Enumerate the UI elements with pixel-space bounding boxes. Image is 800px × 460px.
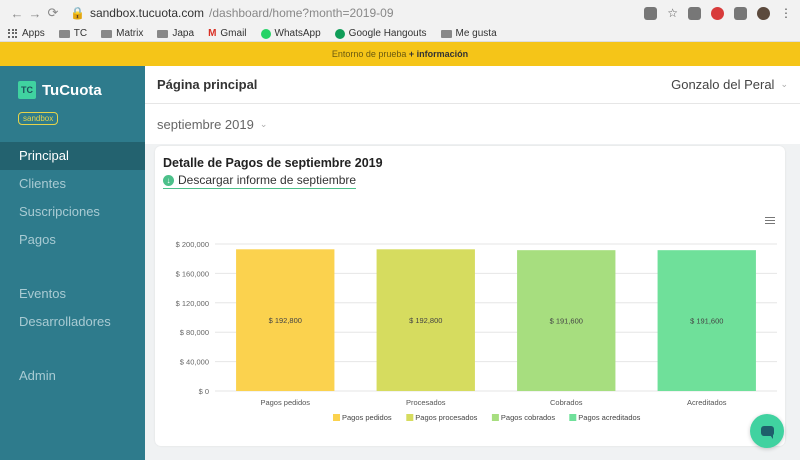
chat-icon bbox=[760, 426, 774, 439]
main-content: Página principal Gonzalo del Peral ⌄ sep… bbox=[145, 66, 800, 460]
y-tick-label: $ 80,000 bbox=[180, 328, 209, 337]
bookmark-whatsapp[interactable]: WhatsApp bbox=[260, 28, 321, 39]
sidebar-item-pagos[interactable]: Pagos bbox=[19, 232, 56, 247]
bar-3 bbox=[517, 250, 616, 391]
sidebar-item-clientes[interactable]: Clientes bbox=[19, 176, 66, 191]
bookmark-me-gusta[interactable]: Me gusta bbox=[440, 28, 497, 39]
reload-icon[interactable]: ⟳ bbox=[47, 5, 59, 20]
whatsapp-icon bbox=[260, 28, 271, 39]
sidebar-item-admin[interactable]: Admin bbox=[19, 368, 56, 383]
bookmark-apps[interactable]: Apps bbox=[8, 28, 45, 39]
browser-url-bar: ← → ⟳ 🔒 sandbox.tucuota.com/dashboard/ho… bbox=[0, 0, 800, 26]
extension-icon[interactable] bbox=[644, 6, 658, 20]
user-name: Gonzalo del Peral bbox=[671, 77, 775, 92]
download-label: Descargar informe de septiembre bbox=[178, 173, 357, 187]
legend-label: Pagos acreditados bbox=[578, 413, 640, 422]
chart-menu-icon[interactable] bbox=[765, 217, 775, 226]
bookmark-matrix[interactable]: Matrix bbox=[101, 28, 143, 39]
data-label: $ 192,800 bbox=[409, 316, 442, 325]
sandbox-banner: Entorno de prueba + información bbox=[0, 42, 800, 66]
bookmark-gmail[interactable]: M Gmail bbox=[208, 28, 247, 39]
url-path: /dashboard/home?month=2019-09 bbox=[209, 6, 394, 20]
payments-card: Detalle de Pagos de septiembre 2019 ↓ De… bbox=[155, 146, 785, 446]
user-menu[interactable]: Gonzalo del Peral ⌄ bbox=[671, 77, 788, 92]
profile-avatar-icon[interactable] bbox=[757, 6, 770, 20]
hangouts-icon bbox=[334, 28, 345, 39]
sidebar: TC TuCuota sandbox Principal Clientes Su… bbox=[0, 66, 145, 460]
sandbox-badge: sandbox bbox=[18, 112, 59, 125]
extension-icon[interactable] bbox=[734, 6, 747, 20]
bar-2 bbox=[376, 249, 475, 391]
chat-button[interactable] bbox=[750, 414, 784, 448]
extension-icon[interactable] bbox=[711, 6, 724, 20]
x-tick-label: Acreditados bbox=[687, 398, 727, 407]
legend-swatch bbox=[333, 414, 340, 421]
legend-swatch bbox=[569, 414, 577, 421]
month-selector[interactable]: septiembre 2019 ⌄ bbox=[145, 104, 800, 144]
bar-1 bbox=[236, 249, 335, 391]
logo-text: TuCuota bbox=[42, 81, 102, 99]
url-domain: sandbox.tucuota.com bbox=[89, 6, 205, 20]
folder-icon bbox=[58, 29, 70, 38]
url-field[interactable]: 🔒 sandbox.tucuota.com/dashboard/home?mon… bbox=[70, 6, 394, 20]
download-icon: ↓ bbox=[163, 174, 174, 186]
x-tick-label: Cobrados bbox=[550, 398, 583, 407]
payments-bar-chart: $ 0 $ 40,000 $ 80,000 $ 120,000 $ 160,000 $ 2… bbox=[176, 240, 777, 422]
bookmarks-bar: Apps TC Matrix Japa M Gmail WhatsApp Goog… bbox=[0, 26, 800, 42]
month-value: septiembre 2019 bbox=[157, 116, 254, 132]
folder-icon bbox=[157, 29, 169, 38]
data-label: $ 191,600 bbox=[550, 317, 583, 326]
star-icon[interactable]: ☆ bbox=[667, 6, 678, 20]
apps-grid-icon bbox=[8, 28, 18, 39]
legend-label: Pagos cobrados bbox=[501, 413, 555, 422]
folder-icon bbox=[440, 29, 452, 38]
sidebar-item-desarrolladores[interactable]: Desarrolladores bbox=[19, 314, 111, 329]
page-title: Página principal bbox=[157, 77, 258, 92]
sidebar-item-principal[interactable]: Principal bbox=[0, 142, 145, 170]
card-title: Detalle de Pagos de septiembre 2019 bbox=[163, 156, 383, 170]
chevron-down-icon: ⌄ bbox=[780, 79, 788, 89]
lock-icon: 🔒 bbox=[70, 6, 85, 20]
banner-text: Entorno de prueba bbox=[331, 49, 407, 59]
bookmark-japa[interactable]: Japa bbox=[157, 28, 194, 39]
logo-mark: TC bbox=[18, 81, 36, 99]
banner-info-link[interactable]: + información bbox=[408, 49, 469, 59]
legend-swatch bbox=[491, 414, 499, 421]
bookmark-hangouts[interactable]: Google Hangouts bbox=[334, 28, 427, 39]
extension-icon[interactable] bbox=[688, 6, 701, 20]
y-tick-label: $ 120,000 bbox=[176, 299, 209, 308]
y-tick-label: $ 0 bbox=[199, 387, 209, 396]
bookmark-tc[interactable]: TC bbox=[58, 28, 87, 39]
sidebar-item-suscripciones[interactable]: Suscripciones bbox=[19, 204, 100, 219]
y-tick-label: $ 200,000 bbox=[176, 240, 209, 249]
gmail-icon: M bbox=[208, 28, 217, 39]
y-tick-label: $ 160,000 bbox=[176, 269, 209, 278]
forward-icon[interactable]: → bbox=[28, 5, 42, 21]
legend-label: Pagos pedidos bbox=[342, 413, 392, 422]
download-report-link[interactable]: ↓ Descargar informe de septiembre bbox=[163, 173, 357, 189]
data-label: $ 191,600 bbox=[690, 317, 723, 326]
chevron-down-icon: ⌄ bbox=[259, 118, 268, 129]
logo[interactable]: TC TuCuota bbox=[0, 66, 145, 99]
legend-swatch bbox=[406, 414, 414, 421]
x-tick-label: Pagos pedidos bbox=[260, 398, 310, 407]
folder-icon bbox=[101, 29, 113, 38]
sidebar-item-eventos[interactable]: Eventos bbox=[19, 286, 66, 301]
y-tick-label: $ 40,000 bbox=[180, 358, 209, 367]
bar-4 bbox=[657, 250, 756, 391]
legend-label: Pagos procesados bbox=[415, 413, 477, 422]
back-icon[interactable]: ← bbox=[10, 5, 24, 21]
more-icon[interactable]: ⋮ bbox=[780, 6, 792, 20]
x-tick-label: Procesados bbox=[406, 398, 446, 407]
data-label: $ 192,800 bbox=[269, 316, 302, 325]
